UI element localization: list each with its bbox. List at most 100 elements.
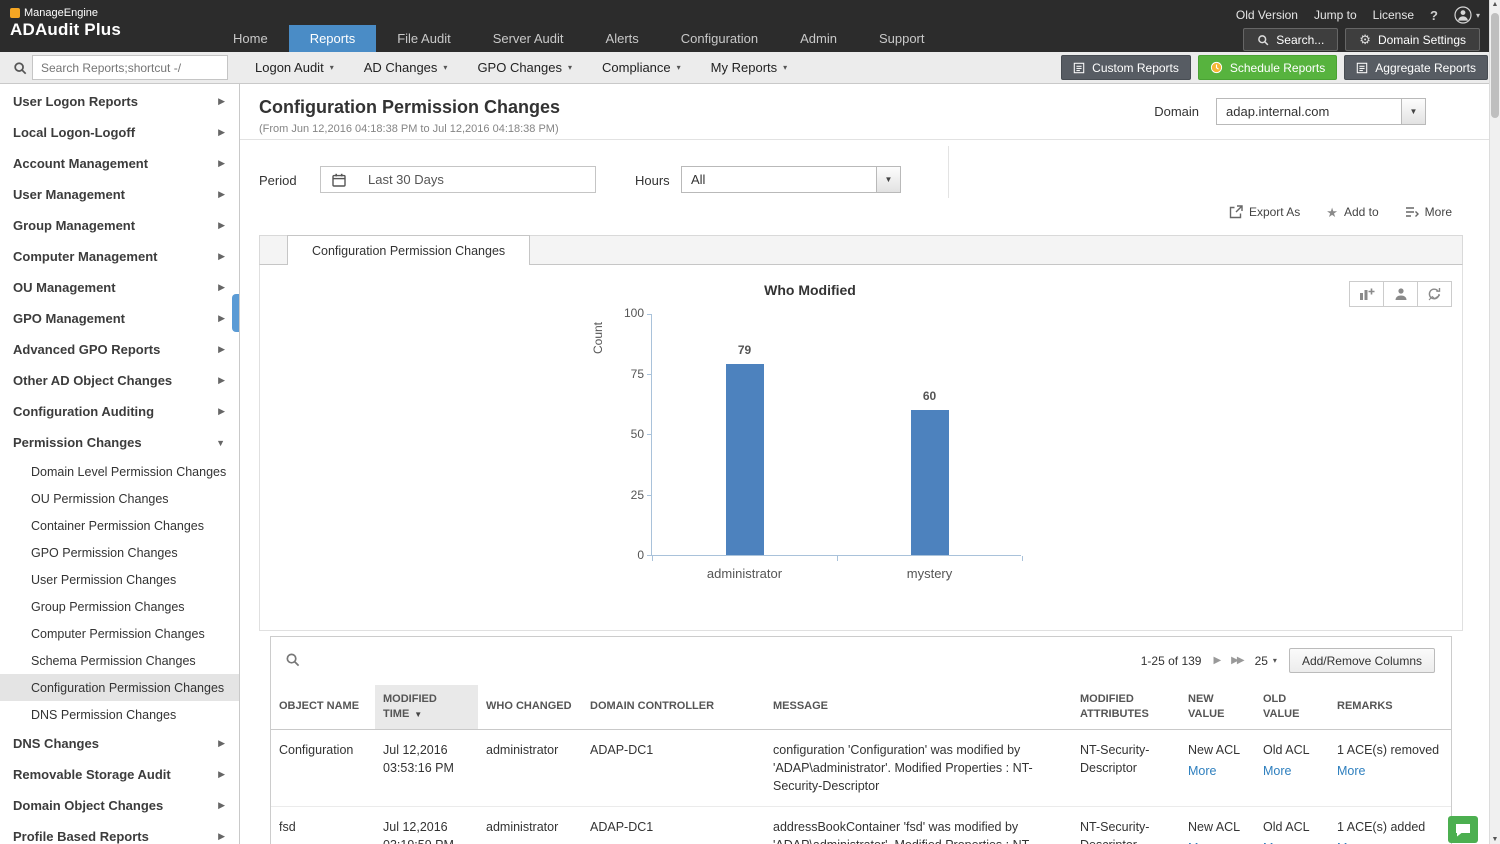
more-link[interactable]: More (1188, 839, 1216, 844)
sidebar-item-container-permission-changes[interactable]: Container Permission Changes (31, 518, 205, 533)
export-icon (1229, 205, 1243, 219)
column-header-domain-controller[interactable]: DOMAIN CONTROLLER (582, 685, 765, 730)
nav-tab-configuration[interactable]: Configuration (680, 31, 759, 46)
sidebar-item-computer-permission-changes[interactable]: Computer Permission Changes (31, 626, 205, 641)
column-header-who-changed[interactable]: WHO CHANGED (478, 685, 582, 730)
more-link[interactable]: More (1263, 763, 1292, 778)
more-link[interactable]: More (1337, 763, 1366, 778)
hours-select[interactable]: All ▼ (681, 166, 901, 193)
sidebar-item-group-permission-changes[interactable]: Group Permission Changes (31, 599, 185, 614)
chat-support-button[interactable] (1448, 816, 1478, 843)
sidebar-collapse-handle[interactable] (232, 294, 239, 332)
add-chart-button[interactable] (1349, 281, 1384, 307)
column-header-modified-time[interactable]: MODIFIED TIME ▼ (375, 685, 478, 730)
domain-select[interactable]: adap.internal.com ▼ (1216, 98, 1426, 125)
column-header-label: MODIFIED TIME (383, 692, 437, 720)
nav-tab-file-audit[interactable]: File Audit (397, 31, 451, 46)
add-to-button[interactable]: ★ Add to (1326, 205, 1378, 219)
more-button[interactable]: More (1405, 205, 1452, 219)
nav-tab-admin[interactable]: Admin (800, 31, 837, 46)
sidebar-item-group-management[interactable]: Group Management ▶ (0, 210, 239, 241)
column-header-label: DOMAIN CONTROLLER (590, 700, 715, 713)
sidebar-item-user-logon-reports[interactable]: User Logon Reports ▶ (0, 86, 239, 117)
bar-mystery[interactable] (910, 410, 949, 555)
x-axis-category-label: mystery (906, 566, 953, 581)
jump-to-link[interactable]: Jump to (1313, 8, 1357, 22)
report-search-input[interactable] (32, 55, 228, 80)
license-link[interactable]: License (1372, 8, 1415, 22)
report-search-icon[interactable] (8, 61, 32, 75)
more-link[interactable]: More (1263, 839, 1291, 844)
chart-refresh-button[interactable] (1417, 281, 1452, 307)
last-page-button[interactable]: ▶▶ (1231, 655, 1244, 666)
sidebar-item-other-ad-object-changes[interactable]: Other AD Object Changes ▶ (0, 365, 239, 396)
page-size-select[interactable]: 25 ▾ (1255, 654, 1277, 668)
menu-ad-changes[interactable]: AD Changes ▾ (349, 52, 463, 84)
tab-configuration-permission-changes[interactable]: Configuration Permission Changes (287, 235, 531, 266)
next-page-button[interactable]: ▶ (1213, 655, 1221, 666)
calendar-icon[interactable] (332, 173, 346, 187)
sidebar-item-dns-permission-changes[interactable]: DNS Permission Changes (31, 707, 177, 722)
sidebar-item-ou-permission-changes[interactable]: OU Permission Changes (31, 491, 169, 506)
sidebar-item-local-logon-logoff[interactable]: Local Logon-Logoff ▶ (0, 117, 239, 148)
nav-tab-reports[interactable]: Reports (288, 25, 377, 52)
export-as-button[interactable]: Export As (1229, 205, 1300, 219)
sidebar-item-profile-based-reports[interactable]: Profile Based Reports ▶ (0, 821, 239, 844)
help-icon[interactable]: ? (1430, 7, 1438, 23)
table-body: Configuration Jul 12,2016 03:53:16 PM admi… (271, 729, 1451, 844)
sidebar-item-computer-management[interactable]: Computer Management ▶ (0, 241, 239, 272)
scrollbar-thumb[interactable] (1491, 13, 1499, 118)
menu-my-reports[interactable]: My Reports ▾ (696, 52, 802, 84)
column-header-old-value[interactable]: OLD VALUE (1255, 685, 1329, 730)
column-header-modified-attributes[interactable]: MODIFIED ATTRIBUTES (1072, 685, 1180, 730)
nav-tab-server-audit[interactable]: Server Audit (492, 31, 564, 46)
add-remove-columns-button[interactable]: Add/Remove Columns (1288, 648, 1435, 673)
sidebar-item-gpo-management[interactable]: GPO Management ▶ (0, 303, 239, 334)
nav-tab-alerts[interactable]: Alerts (605, 31, 639, 46)
chevron-right-icon: ▶ (218, 769, 225, 779)
y-axis-tick-label: 50 (630, 427, 644, 441)
schedule-reports-button[interactable]: Schedule Reports (1197, 55, 1338, 80)
more-link[interactable]: More (1337, 839, 1365, 844)
vertical-scrollbar[interactable]: ▲ ▼ (1489, 0, 1500, 844)
period-input[interactable]: Last 30 Days (320, 166, 596, 193)
sidebar-item-domain-level-permission-changes[interactable]: Domain Level Permission Changes (31, 464, 227, 479)
old-version-link[interactable]: Old Version (1235, 8, 1298, 22)
column-header-remarks[interactable]: REMARKS (1329, 685, 1451, 730)
sidebar-item-user-permission-changes[interactable]: User Permission Changes (31, 572, 177, 587)
sidebar-item-schema-permission-changes[interactable]: Schema Permission Changes (31, 653, 196, 668)
domain-settings-button[interactable]: ⚙ Domain Settings (1345, 28, 1480, 51)
menu-compliance[interactable]: Compliance ▾ (587, 52, 696, 84)
nav-tab-support[interactable]: Support (878, 31, 925, 46)
brand-logo[interactable]: ManageEngine ADAudit Plus (0, 0, 212, 52)
scroll-up-arrow[interactable]: ▲ (1491, 1, 1499, 8)
column-header-new-value[interactable]: NEW VALUE (1180, 685, 1255, 730)
nav-tab-home[interactable]: Home (233, 31, 268, 46)
sidebar-item-domain-object-changes[interactable]: Domain Object Changes ▶ (0, 790, 239, 821)
sidebar-item-configuration-permission-changes[interactable]: Configuration Permission Changes (0, 674, 239, 701)
sidebar-item-dns-changes[interactable]: DNS Changes ▶ (0, 728, 239, 759)
sidebar-item-label: DNS Changes (13, 736, 99, 751)
user-menu[interactable]: ▾ (1454, 6, 1480, 24)
bar-administrator[interactable] (725, 364, 764, 555)
sidebar-item-user-management[interactable]: User Management ▶ (0, 179, 239, 210)
sidebar-item-permission-changes[interactable]: Permission Changes ▼ (0, 427, 239, 458)
chart-user-filter-button[interactable] (1383, 281, 1418, 307)
menu-gpo-changes[interactable]: GPO Changes ▾ (462, 52, 587, 84)
sidebar-item-ou-management[interactable]: OU Management ▶ (0, 272, 239, 303)
search-button[interactable]: Search... (1243, 28, 1339, 51)
cell-value: New ACL (1188, 742, 1241, 757)
table-search-icon[interactable] (285, 652, 300, 672)
column-header-message[interactable]: MESSAGE (765, 685, 1072, 730)
custom-reports-button[interactable]: Custom Reports (1061, 55, 1191, 80)
scroll-down-arrow[interactable]: ▼ (1491, 836, 1499, 843)
menu-logon-audit[interactable]: Logon Audit ▾ (240, 52, 349, 84)
sidebar-item-account-management[interactable]: Account Management ▶ (0, 148, 239, 179)
sidebar-item-advanced-gpo-reports[interactable]: Advanced GPO Reports ▶ (0, 334, 239, 365)
column-header-object-name[interactable]: OBJECT NAME (271, 685, 375, 730)
more-link[interactable]: More (1188, 763, 1217, 778)
sidebar-item-gpo-permission-changes[interactable]: GPO Permission Changes (31, 545, 178, 560)
sidebar-item-removable-storage-audit[interactable]: Removable Storage Audit ▶ (0, 759, 239, 790)
sidebar-item-configuration-auditing[interactable]: Configuration Auditing ▶ (0, 396, 239, 427)
aggregate-reports-button[interactable]: Aggregate Reports (1344, 55, 1488, 80)
